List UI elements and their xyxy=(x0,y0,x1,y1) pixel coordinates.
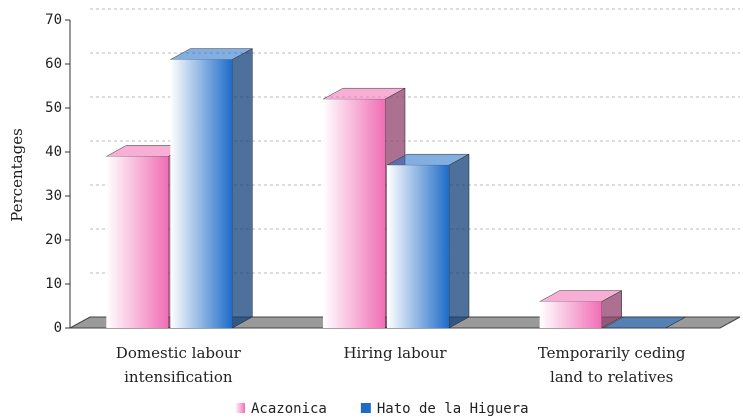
bar-front xyxy=(106,156,169,328)
x-tick-label: Temporarily ceding xyxy=(538,344,686,362)
bar-side xyxy=(232,48,253,329)
bar-front xyxy=(539,301,602,328)
bar-front xyxy=(387,165,449,328)
x-tick-label: intensification xyxy=(124,368,233,386)
bar-side xyxy=(448,153,470,329)
y-axis-label: Percentages xyxy=(8,128,26,222)
y-tick-label: 20 xyxy=(45,232,62,248)
y-tick-label: 30 xyxy=(45,188,62,204)
bar-front xyxy=(323,99,385,328)
legend-label: Hato de la Higuera xyxy=(377,401,529,417)
y-tick-label: 70 xyxy=(45,12,62,28)
x-tick-label: Hiring labour xyxy=(343,344,447,362)
bar xyxy=(539,290,622,329)
bar-front xyxy=(170,59,233,328)
legend-swatch xyxy=(235,403,245,413)
bar xyxy=(603,316,686,329)
y-tick-label: 60 xyxy=(45,56,62,72)
y-tick-label: 10 xyxy=(45,276,62,292)
y-tick-label: 50 xyxy=(45,100,62,116)
y-tick-label: 0 xyxy=(54,320,62,336)
legend-label: Acazonica xyxy=(251,401,327,417)
legend-swatch xyxy=(360,403,371,413)
bar xyxy=(386,153,470,329)
x-tick-label: Domestic labour xyxy=(116,344,242,362)
y-tick-label: 40 xyxy=(45,144,62,160)
bar xyxy=(170,48,253,329)
x-tick-label: land to relatives xyxy=(550,368,673,386)
bar-top xyxy=(603,316,686,329)
